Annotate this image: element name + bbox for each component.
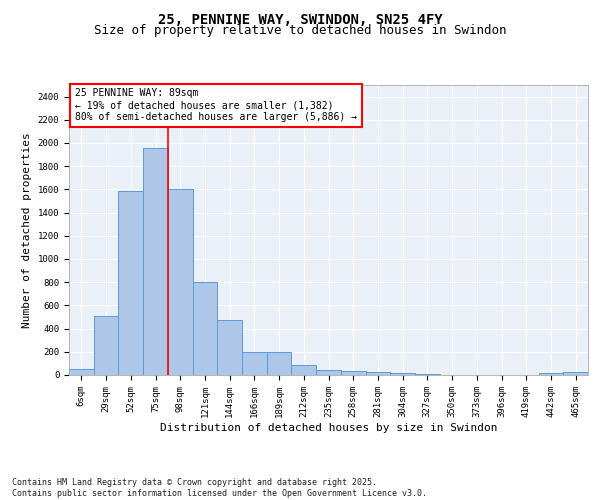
Bar <box>94 316 118 375</box>
Bar <box>143 148 168 375</box>
Bar <box>118 190 143 375</box>
Text: Size of property relative to detached houses in Swindon: Size of property relative to detached ho… <box>94 24 506 37</box>
Bar <box>341 371 365 375</box>
Bar <box>365 372 390 375</box>
Bar <box>292 364 316 375</box>
Bar <box>390 374 415 375</box>
Text: Contains HM Land Registry data © Crown copyright and database right 2025.
Contai: Contains HM Land Registry data © Crown c… <box>12 478 427 498</box>
Text: 25 PENNINE WAY: 89sqm
← 19% of detached houses are smaller (1,382)
80% of semi-d: 25 PENNINE WAY: 89sqm ← 19% of detached … <box>75 88 357 122</box>
Bar <box>563 372 588 375</box>
Bar <box>217 320 242 375</box>
Text: 25, PENNINE WAY, SWINDON, SN25 4FY: 25, PENNINE WAY, SWINDON, SN25 4FY <box>158 12 442 26</box>
Bar <box>267 352 292 375</box>
Bar <box>415 374 440 375</box>
Bar <box>242 352 267 375</box>
Bar <box>69 368 94 375</box>
Bar <box>316 370 341 375</box>
Bar <box>168 189 193 375</box>
Y-axis label: Number of detached properties: Number of detached properties <box>22 132 32 328</box>
Bar <box>193 282 217 375</box>
Bar <box>539 373 563 375</box>
X-axis label: Distribution of detached houses by size in Swindon: Distribution of detached houses by size … <box>160 422 497 432</box>
